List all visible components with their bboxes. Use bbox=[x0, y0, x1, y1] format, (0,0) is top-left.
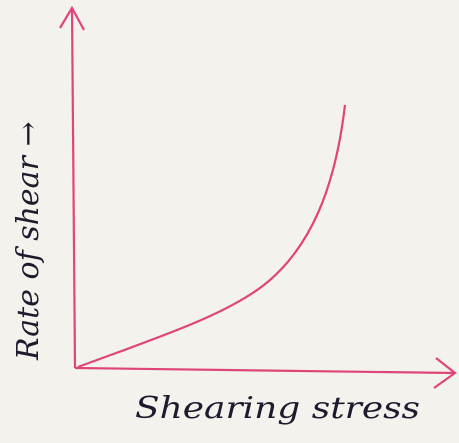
y-axis-label: Rate of shear → bbox=[11, 121, 46, 361]
curve bbox=[77, 104, 347, 369]
x-axis bbox=[74, 366, 456, 375]
y-axis-arrow bbox=[59, 5, 85, 31]
x-axis-label: Shearing stress bbox=[135, 391, 420, 426]
x-axis-arrow bbox=[433, 357, 457, 389]
y-axis bbox=[70, 7, 77, 369]
